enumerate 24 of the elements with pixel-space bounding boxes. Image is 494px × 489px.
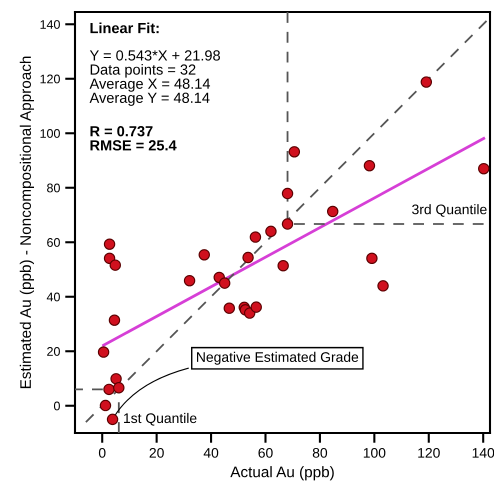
- annotation: R = 0.737 RMSE = 25.4: [90, 126, 177, 151]
- x-tick-label: 0: [98, 448, 106, 458]
- x-tick-label: 80: [312, 448, 328, 458]
- x-tick-label: 100: [364, 448, 386, 458]
- x-tick-label: 140: [472, 448, 494, 458]
- y-tick-label: 20: [47, 347, 60, 356]
- x-tick-label: 120: [418, 448, 440, 458]
- y-axis-title: Estimated Au (ppb) - Noncompositional Approach: [20, 56, 34, 388]
- annotation: Linear Fit:: [90, 22, 159, 34]
- y-tick-label: 140: [40, 20, 60, 29]
- y-tick-label: 60: [47, 238, 60, 247]
- y-tick-label: 100: [40, 129, 60, 138]
- x-tick-label: 20: [150, 448, 164, 458]
- y-tick-label: 0: [54, 402, 60, 410]
- x-axis-title: Actual Au (ppb): [230, 466, 334, 480]
- y-tick-label: 120: [40, 74, 60, 84]
- annotation: Negative Estimated Grade: [197, 352, 358, 365]
- annotation: 3rd Quantile: [412, 204, 487, 217]
- y-tick-label: 40: [46, 292, 60, 302]
- x-tick-label: 40: [204, 448, 218, 458]
- y-tick-label: 80: [47, 184, 60, 192]
- annotation: Y = 0.543*X + 21.98 Data points = 32 Average X = 48.14 Average Y = 48.14: [90, 50, 220, 106]
- annotation: 1st Quantile: [124, 412, 196, 426]
- x-tick-label: 60: [258, 448, 273, 458]
